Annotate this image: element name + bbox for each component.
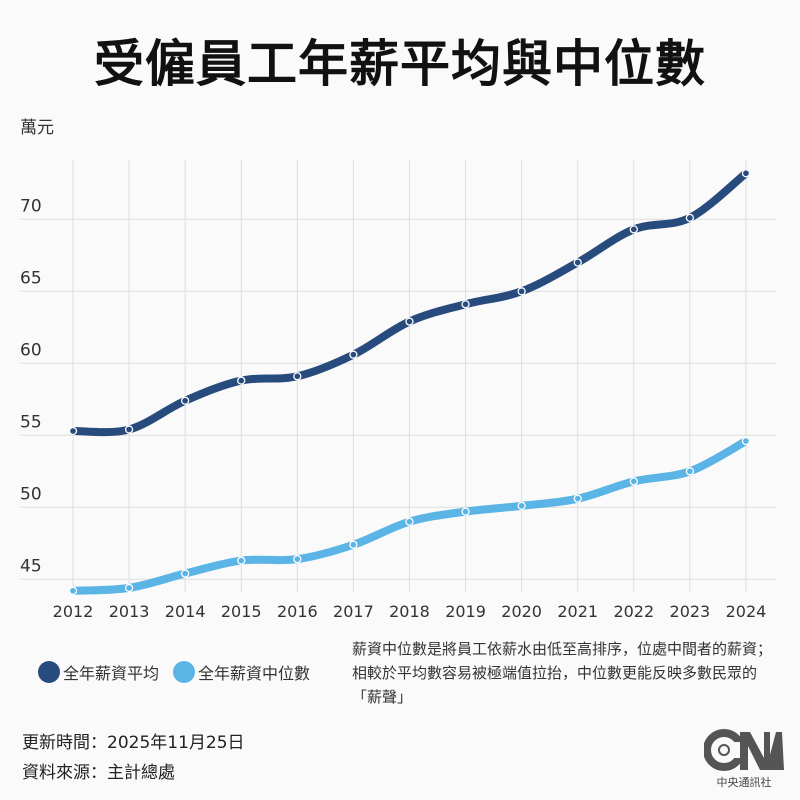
data-point	[517, 501, 526, 511]
legend-item-average: 全年薪資平均	[38, 660, 159, 684]
data-point	[685, 213, 695, 223]
x-tick-label: 2020	[501, 602, 542, 621]
legend-item-median: 全年薪資中位數	[173, 660, 310, 684]
legend-label-median: 全年薪資中位數	[198, 664, 311, 683]
x-tick-label: 2021	[557, 602, 598, 621]
data-point	[517, 287, 526, 296]
x-tick-label: 2013	[109, 602, 150, 621]
y-tick-label: 65	[20, 268, 42, 288]
y-tick-label: 60	[20, 340, 42, 360]
x-tick-label: 2024	[726, 602, 767, 621]
data-point	[237, 556, 246, 565]
y-tick-label: 55	[20, 412, 42, 432]
data-point	[124, 425, 134, 434]
data-point	[461, 507, 470, 516]
data-point	[573, 258, 582, 267]
data-point	[349, 540, 358, 549]
y-tick-label: 45	[20, 556, 42, 576]
data-point	[685, 467, 695, 476]
data-point	[68, 586, 78, 595]
data-point	[629, 225, 638, 234]
y-tick-label: 70	[20, 196, 42, 216]
x-tick-label: 2023	[670, 602, 711, 621]
data-point	[349, 350, 358, 359]
legend-swatch-median	[173, 661, 196, 683]
x-tick-label: 2014	[165, 602, 206, 621]
data-point	[181, 396, 190, 405]
chart-title: 受僱員工年薪平均與中位數	[94, 35, 706, 93]
update-time: 更新時間：2025年11月25日	[22, 733, 245, 753]
legend-label-average: 全年薪資平均	[63, 664, 160, 683]
data-point	[741, 436, 751, 446]
cna-logo: 中央通訊社	[700, 728, 788, 790]
data-point	[293, 372, 302, 381]
line-chart: 2012 2013 2014 2015 2016 2017 2018 2019 2020 2021…	[20, 160, 776, 621]
x-tick-label: 2016	[277, 602, 318, 621]
x-tick-label: 2012	[53, 602, 94, 621]
cna-logo-subtitle: 中央通訊社	[716, 776, 772, 789]
data-point	[181, 569, 190, 578]
legend-swatch-average	[38, 661, 60, 683]
x-tick-label: 2015	[221, 602, 262, 621]
x-tick-label: 2022	[613, 602, 654, 621]
data-point	[124, 583, 134, 593]
x-tick-label: 2019	[445, 602, 486, 621]
data-point	[573, 494, 582, 503]
data-point	[237, 376, 246, 385]
data-source: 資料來源：主計總處	[22, 763, 175, 783]
data-point	[405, 317, 414, 326]
y-axis-unit: 萬元	[20, 118, 54, 138]
explanatory-note: 薪資中位數是將員工依薪水由低至高排序，位處中間者的薪資；相較於平均數容易被極端值…	[352, 640, 773, 706]
x-tick-label: 2018	[389, 602, 430, 621]
data-point	[293, 554, 302, 564]
x-tick-label: 2017	[333, 602, 374, 621]
data-point	[629, 477, 638, 486]
data-point	[741, 169, 751, 178]
data-point	[461, 300, 470, 309]
data-point	[68, 426, 78, 436]
legend: 全年薪資平均 全年薪資中位數	[38, 660, 310, 684]
cna-logo-icon	[703, 729, 784, 771]
data-point	[405, 517, 414, 526]
y-tick-label: 50	[20, 484, 42, 504]
